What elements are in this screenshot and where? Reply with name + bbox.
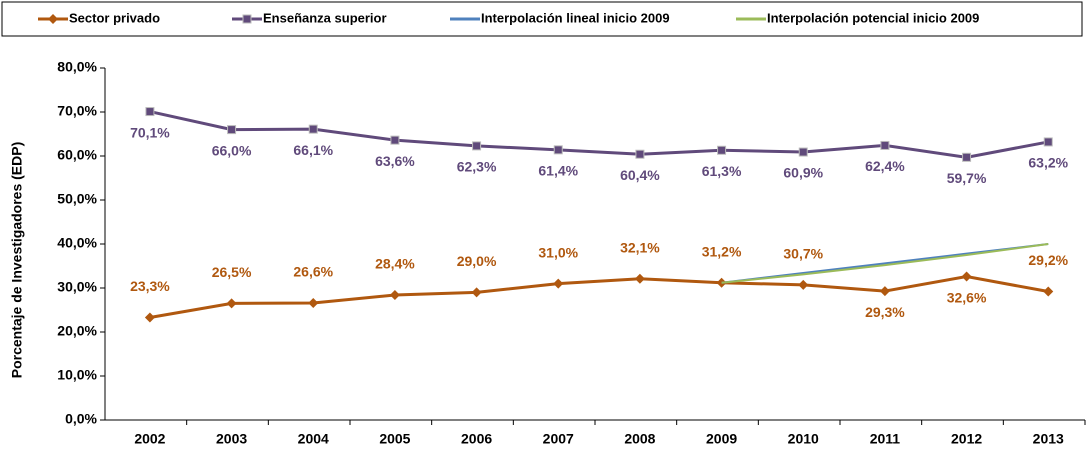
data-label: 29,2% bbox=[1028, 252, 1068, 268]
data-label: 29,3% bbox=[865, 304, 905, 320]
data-label: 62,4% bbox=[865, 158, 905, 174]
y-axis-label: Porcentaje de Investigadores (EDP) bbox=[9, 142, 25, 379]
y-tick-label: 80,0% bbox=[57, 59, 97, 75]
point-marker bbox=[144, 312, 155, 323]
data-label: 28,4% bbox=[375, 256, 415, 272]
y-tick-label: 0,0% bbox=[65, 411, 97, 427]
data-label: 60,4% bbox=[620, 167, 660, 183]
series-line bbox=[149, 275, 1049, 319]
data-label: 29,0% bbox=[457, 253, 497, 269]
point-marker bbox=[634, 273, 645, 284]
data-label: 63,6% bbox=[375, 153, 415, 169]
point-marker bbox=[389, 290, 400, 301]
x-tick-label: 2010 bbox=[788, 431, 819, 447]
point-marker bbox=[226, 298, 237, 309]
data-label: 26,6% bbox=[293, 264, 333, 280]
legend-label: Interpolación potencial inicio 2009 bbox=[767, 10, 979, 25]
point-marker bbox=[1043, 137, 1053, 147]
x-tick-label: 2004 bbox=[298, 431, 329, 447]
data-label: 62,3% bbox=[457, 159, 497, 175]
legend-marker bbox=[242, 14, 252, 24]
x-tick-label: 2003 bbox=[216, 431, 247, 447]
series-line bbox=[149, 110, 1049, 159]
point-marker bbox=[308, 297, 319, 308]
point-marker bbox=[961, 271, 972, 282]
point-marker bbox=[880, 140, 890, 150]
x-tick-label: 2009 bbox=[706, 431, 737, 447]
legend-label: Enseñanza superior bbox=[263, 10, 387, 25]
y-tick-label: 50,0% bbox=[57, 191, 97, 207]
y-tick-label: 30,0% bbox=[57, 279, 97, 295]
point-marker bbox=[471, 287, 482, 298]
legend-box bbox=[1, 1, 1083, 37]
x-tick-label: 2005 bbox=[379, 431, 410, 447]
data-label: 32,1% bbox=[620, 239, 660, 255]
data-label: 60,9% bbox=[783, 165, 823, 181]
y-tick-label: 10,0% bbox=[57, 367, 97, 383]
x-tick-label: 2012 bbox=[951, 431, 982, 447]
y-tick-label: 70,0% bbox=[57, 103, 97, 119]
y-tick-label: 40,0% bbox=[57, 235, 97, 251]
data-label: 66,1% bbox=[293, 142, 333, 158]
y-tick-label: 60,0% bbox=[57, 147, 97, 163]
point-marker bbox=[717, 145, 727, 155]
legend-marker bbox=[48, 14, 58, 24]
point-marker bbox=[390, 135, 400, 145]
x-tick-label: 2007 bbox=[543, 431, 574, 447]
data-label: 59,7% bbox=[947, 170, 987, 186]
x-tick-label: 2011 bbox=[870, 431, 901, 447]
data-label: 31,0% bbox=[538, 244, 578, 260]
point-marker bbox=[472, 141, 482, 151]
point-marker bbox=[879, 286, 890, 297]
legend-label: Interpolación lineal inicio 2009 bbox=[481, 10, 670, 25]
data-label: 31,2% bbox=[702, 243, 742, 259]
point-marker bbox=[145, 107, 155, 117]
point-marker bbox=[553, 145, 563, 155]
data-label: 70,1% bbox=[130, 124, 170, 140]
data-label: 30,7% bbox=[783, 246, 823, 262]
point-marker bbox=[308, 124, 318, 134]
data-label: 32,6% bbox=[947, 289, 987, 305]
data-label: 66,0% bbox=[212, 142, 252, 158]
data-label: 61,4% bbox=[538, 163, 578, 179]
y-tick-label: 20,0% bbox=[57, 323, 97, 339]
point-marker bbox=[553, 278, 564, 289]
x-tick-label: 2006 bbox=[461, 431, 492, 447]
point-marker bbox=[962, 152, 972, 162]
series-line bbox=[721, 243, 1049, 284]
point-marker bbox=[227, 125, 237, 135]
point-marker bbox=[1043, 286, 1054, 297]
data-label: 23,3% bbox=[130, 278, 170, 294]
point-marker bbox=[798, 147, 808, 157]
x-tick-label: 2002 bbox=[134, 431, 165, 447]
legend-label: Sector privado bbox=[69, 10, 160, 25]
data-label: 61,3% bbox=[702, 163, 742, 179]
point-marker bbox=[798, 279, 809, 290]
x-tick-label: 2008 bbox=[624, 431, 655, 447]
x-tick-label: 2013 bbox=[1033, 431, 1064, 447]
data-label: 63,2% bbox=[1028, 155, 1068, 171]
data-label: 26,5% bbox=[212, 264, 252, 280]
point-marker bbox=[635, 149, 645, 159]
